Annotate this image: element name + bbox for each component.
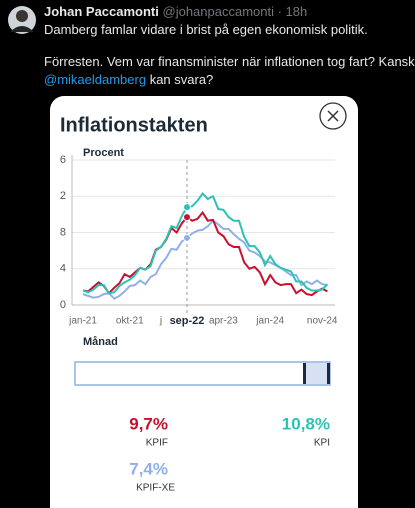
series-line	[82, 219, 328, 300]
slider-handle[interactable]	[327, 363, 330, 384]
readout-value: 10,8%	[282, 414, 330, 433]
slider-window[interactable]	[305, 363, 329, 384]
card	[50, 96, 358, 508]
series-line	[82, 191, 329, 295]
y-tick-label: 8	[60, 226, 66, 238]
tweet-text: kan svara?	[146, 72, 214, 87]
x-tick-label: apr-23	[209, 316, 238, 327]
avatar-body	[10, 26, 34, 32]
tweet-text: Damberg famlar vidare i brist på egen ek…	[44, 22, 368, 37]
close-icon	[327, 110, 339, 122]
author[interactable]: Johan Paccamonti	[44, 4, 159, 19]
chart-title: Inflationstakten	[60, 114, 208, 136]
x-tick-label: jan-24	[255, 316, 284, 327]
series-line	[82, 210, 328, 297]
readout-value: 7,4%	[129, 459, 168, 478]
tweet-header: Johan Paccamonti @johanpaccamonti · 18h	[44, 4, 307, 19]
x-tick-label: nov-24	[307, 316, 338, 327]
y-tick-label: 6	[60, 154, 66, 166]
y-tick-label: 4	[60, 263, 66, 275]
y-tick-label: 0	[60, 299, 66, 311]
x-tick-label: sep-22	[170, 315, 205, 327]
highlight-dot	[183, 203, 191, 212]
x-tick-label: j	[159, 316, 162, 327]
legend-label: KPIF	[146, 438, 168, 449]
tweet-text: @mikaeldamberg kan svara?	[44, 72, 213, 87]
slider-handle[interactable]	[303, 363, 306, 384]
legend-label: KPI	[314, 438, 330, 449]
y-tick-label: 2	[60, 190, 66, 202]
highlight-dot	[183, 233, 191, 242]
highlight-dot	[183, 213, 191, 222]
y-axis-label: Procent	[83, 147, 124, 159]
mention[interactable]: @mikaeldamberg	[44, 72, 147, 87]
x-tick-label: okt-21	[116, 316, 144, 327]
tweet-text: Förresten. Vem var finansminister när in…	[44, 54, 415, 69]
x-axis-label: Månad	[83, 336, 118, 348]
range-slider[interactable]	[74, 361, 331, 386]
readout-value: 9,7%	[129, 414, 168, 433]
avatar-head	[16, 10, 28, 22]
handle[interactable]: @johanpaccamonti · 18h	[162, 4, 308, 19]
x-tick-label: jan-21	[68, 316, 97, 327]
legend-label: KPIF-XE	[136, 483, 175, 494]
